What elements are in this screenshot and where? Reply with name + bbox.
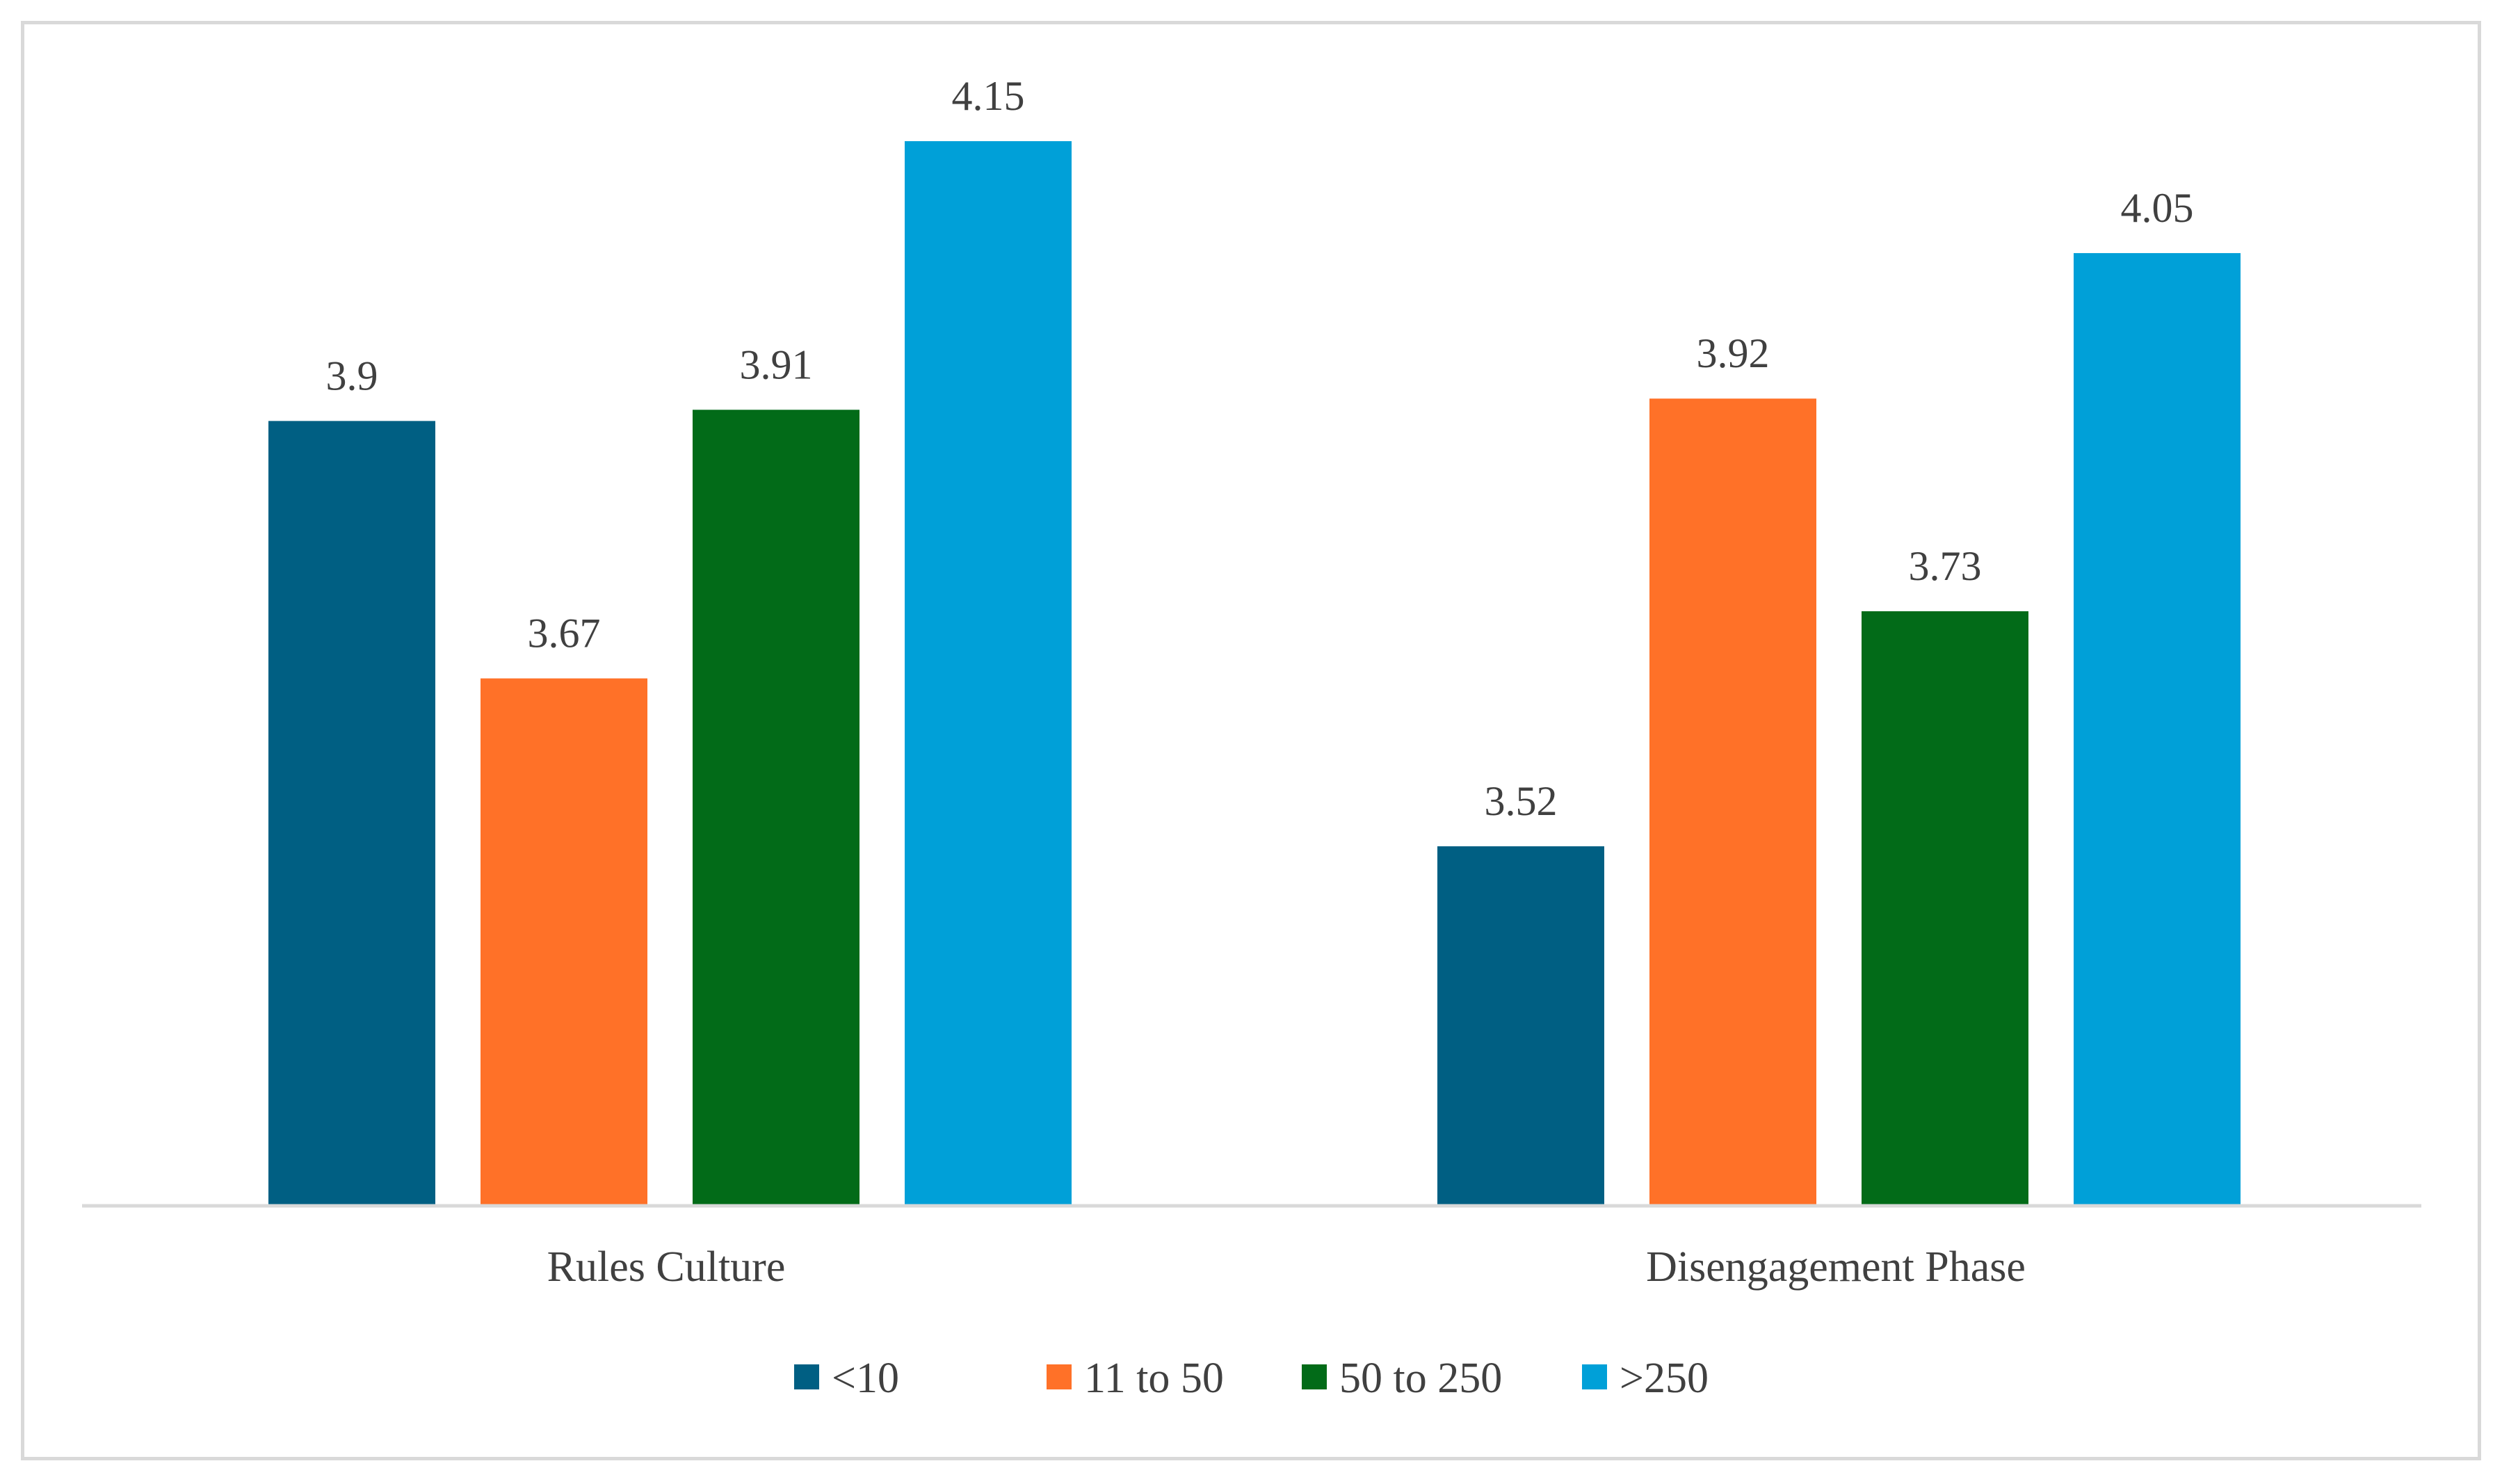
bar-disengagement-phase-11-to-50 — [1649, 398, 1816, 1204]
legend-item-gt250: >250 — [1582, 1355, 1709, 1402]
data-label-rules-culture-11-to-50: 3.67 — [528, 611, 601, 656]
bar-disengagement-phase-gt250 — [2074, 252, 2241, 1204]
bars-group — [268, 141, 2241, 1204]
bar-disengagement-phase-lt10 — [1437, 846, 1604, 1204]
legend-item-11-to-50: 11 to 50 — [1047, 1355, 1224, 1402]
data-label-rules-culture-50-to-250: 3.91 — [740, 341, 813, 387]
category-labels-group: Rules Culture Disengagement Phase — [547, 1243, 2026, 1291]
legend-swatch-gt250 — [1582, 1364, 1607, 1389]
data-labels-group: 3.9 3.67 3.91 4.15 3.52 3.92 3.73 4.05 — [326, 73, 2194, 824]
data-label-disengagement-phase-50-to-250: 3.73 — [1909, 543, 1982, 589]
data-label-disengagement-phase-11-to-50: 3.92 — [1697, 330, 1770, 376]
data-label-disengagement-phase-lt10: 3.52 — [1485, 778, 1558, 824]
legend-item-lt10: <10 — [794, 1355, 899, 1402]
data-label-rules-culture-gt250: 4.15 — [952, 73, 1025, 119]
bar-rules-culture-gt250 — [905, 141, 1072, 1204]
legend-label-50-to-250: 50 to 250 — [1339, 1355, 1502, 1402]
legend-label-gt250: >250 — [1620, 1355, 1709, 1402]
legend-label-11-to-50: 11 to 50 — [1084, 1355, 1224, 1402]
legend-label-lt10: <10 — [832, 1355, 899, 1402]
legend-item-50-to-250: 50 to 250 — [1302, 1355, 1502, 1402]
data-label-rules-culture-lt10: 3.9 — [326, 353, 378, 398]
category-label-rules-culture: Rules Culture — [547, 1243, 786, 1291]
category-label-disengagement-phase: Disengagement Phase — [1646, 1243, 2026, 1291]
legend-swatch-50-to-250 — [1302, 1364, 1327, 1389]
bar-disengagement-phase-50-to-250 — [1862, 611, 2028, 1204]
bar-rules-culture-lt10 — [268, 421, 435, 1204]
legend-swatch-11-to-50 — [1047, 1364, 1072, 1389]
data-label-disengagement-phase-gt250: 4.05 — [2121, 185, 2194, 231]
bar-rules-culture-11-to-50 — [481, 678, 647, 1204]
legend-swatch-lt10 — [794, 1364, 819, 1389]
legend: <10 11 to 50 50 to 250 >250 — [794, 1355, 1709, 1402]
bar-rules-culture-50-to-250 — [693, 410, 859, 1204]
